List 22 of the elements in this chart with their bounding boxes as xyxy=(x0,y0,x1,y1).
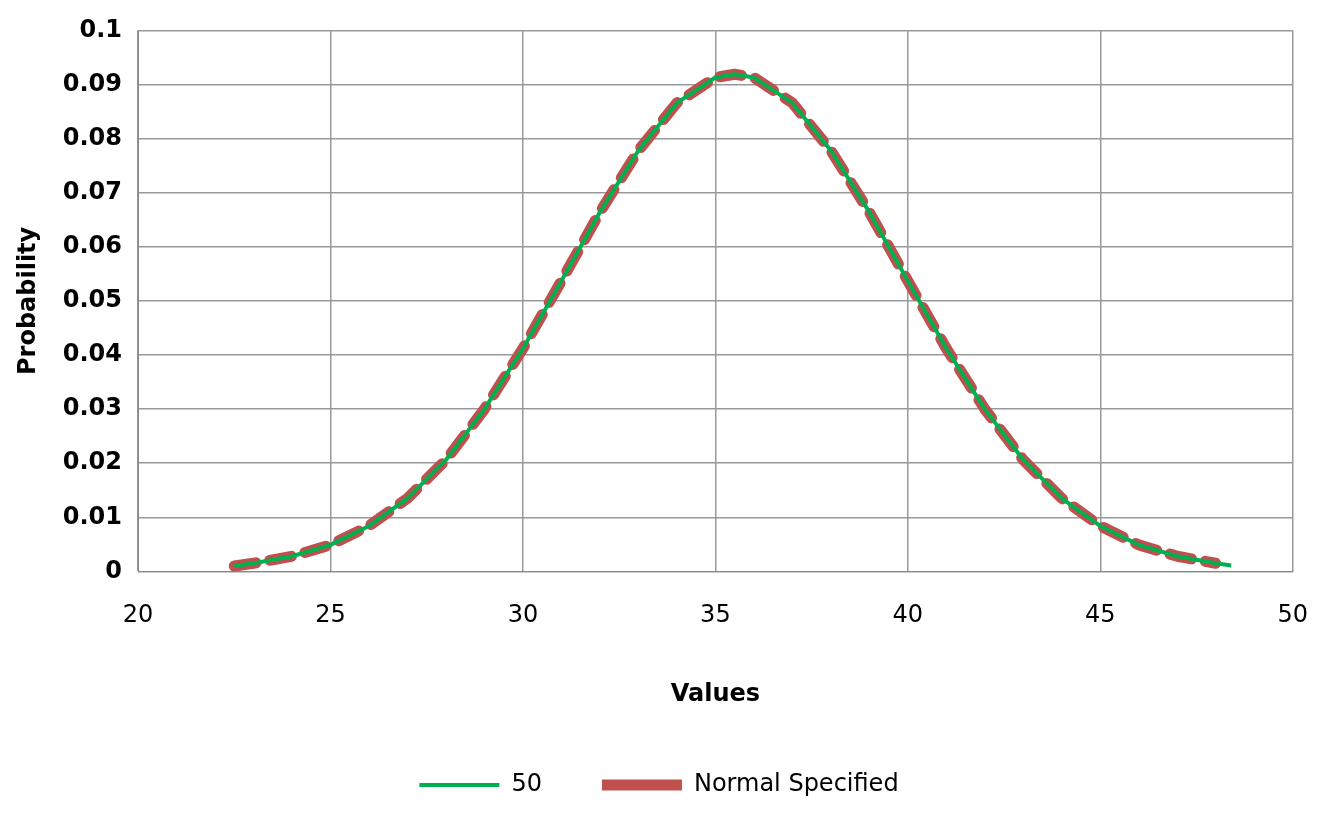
y-tick-label: 0.01 xyxy=(62,501,123,530)
y-tick-label: 0.06 xyxy=(62,231,123,260)
y-tick-label: 0.1 xyxy=(79,14,123,43)
x-tick-label: 45 xyxy=(1085,600,1116,629)
legend-label: 50 xyxy=(511,769,542,798)
y-tick-label: 0.03 xyxy=(62,393,123,422)
legend-label: Normal Specified xyxy=(693,769,899,798)
x-tick-label: 40 xyxy=(892,600,924,629)
y-axis-title: Probability xyxy=(12,226,41,376)
x-axis-title: Values xyxy=(670,678,761,707)
y-tick-label: 0.07 xyxy=(62,176,123,205)
x-tick-label: 25 xyxy=(315,600,346,629)
y-tick-label: 0.08 xyxy=(62,122,123,151)
x-tick-label: 20 xyxy=(122,600,154,629)
x-tick-label: 50 xyxy=(1277,600,1308,629)
y-tick-label: 0.04 xyxy=(62,339,123,368)
x-tick-label: 35 xyxy=(700,600,731,629)
y-tick-label: 0.02 xyxy=(62,447,123,476)
y-tick-label: 0 xyxy=(105,555,123,584)
y-tick-label: 0.09 xyxy=(62,68,123,97)
y-tick-label: 0.05 xyxy=(62,285,123,314)
x-tick-label: 30 xyxy=(507,600,539,629)
